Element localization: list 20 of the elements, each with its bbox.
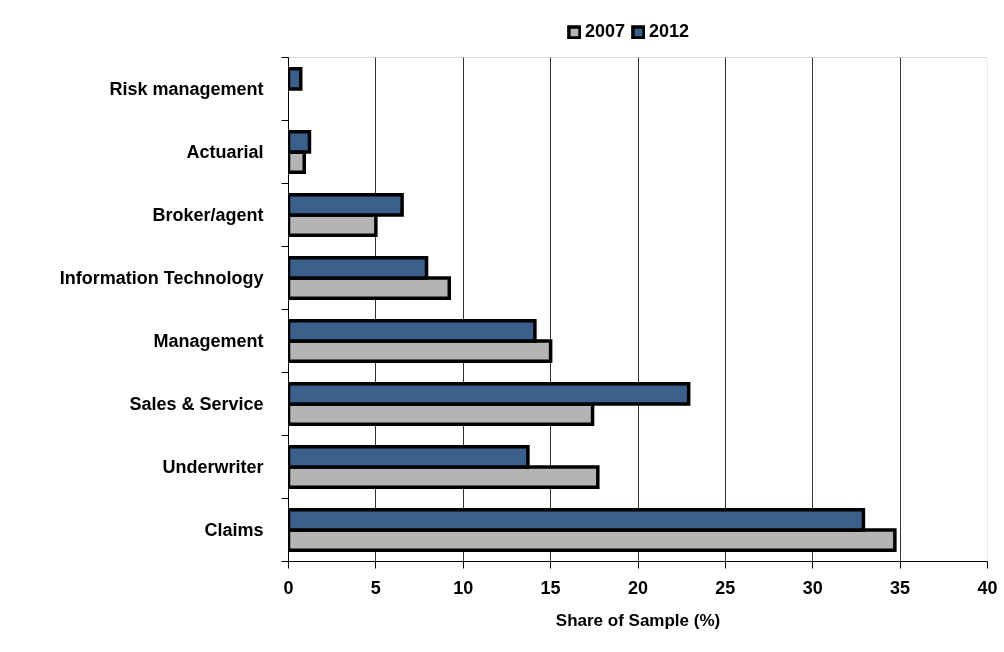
y-tick-label: Information Technology <box>59 268 264 288</box>
legend-label: 2012 <box>649 21 690 42</box>
x-tick-label: 10 <box>453 577 474 598</box>
x-tick-label: 15 <box>540 577 561 598</box>
y-tick-label: Underwriter <box>162 457 264 477</box>
x-tick-label: 0 <box>283 577 294 598</box>
y-tick-label: Sales & Service <box>129 394 264 414</box>
x-tick-label: 25 <box>715 577 736 598</box>
y-tick-label: Risk management <box>109 79 264 99</box>
x-tick-label: 35 <box>890 577 911 598</box>
y-tick-label: Claims <box>204 520 264 540</box>
y-tick-label: Management <box>153 331 264 351</box>
x-axis-title: Share of Sample (%) <box>555 610 721 630</box>
x-tick-label: 30 <box>802 577 823 598</box>
x-tick-label: 20 <box>627 577 649 598</box>
x-tick-label: 5 <box>370 577 381 598</box>
y-tick-label: Broker/agent <box>152 205 264 225</box>
legend-label: 2007 <box>585 21 626 42</box>
y-tick-label: Actuarial <box>186 142 264 162</box>
x-tick-label: 40 <box>977 577 998 598</box>
